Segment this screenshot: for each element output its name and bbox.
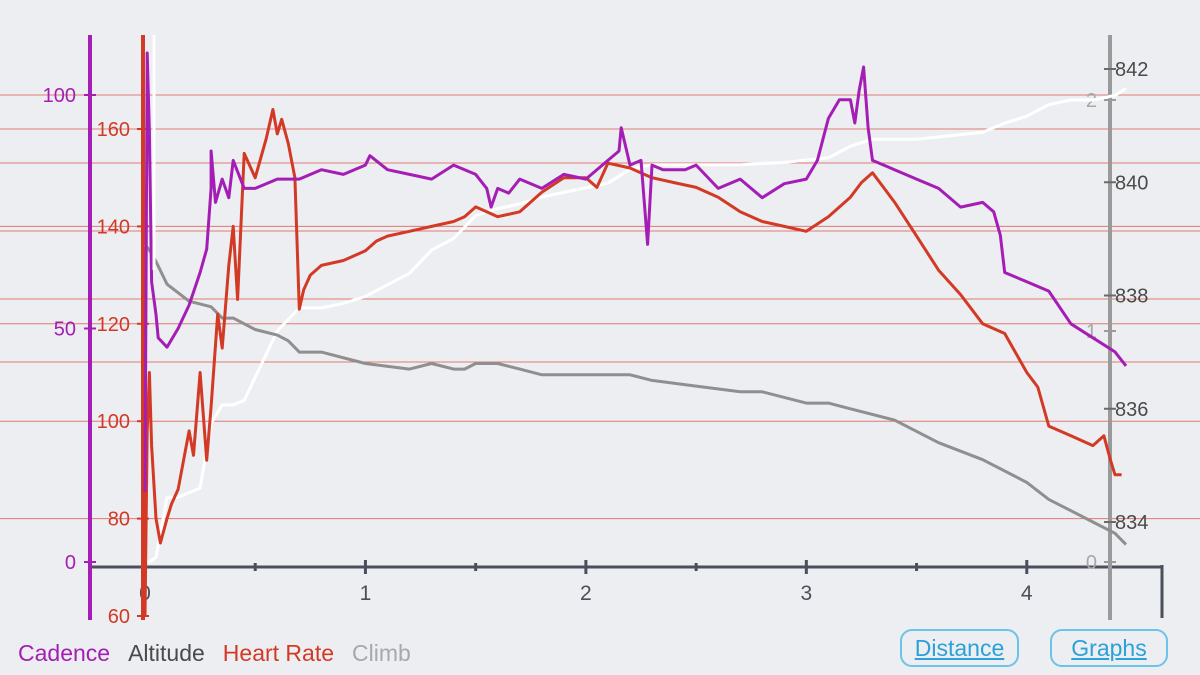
series-line-climb (145, 87, 1127, 564)
heart-rate-tick-label: 60 (108, 606, 130, 628)
heart-rate-tick-label: 100 (97, 411, 130, 433)
x-tick-label: 1 (360, 582, 372, 605)
heart-rate-tick-label: 80 (108, 509, 130, 531)
series-line-cadence (143, 51, 1128, 492)
legend-heart-rate: Heart Rate (222, 640, 335, 666)
x-tick-label: 4 (1021, 582, 1033, 605)
series-line-altitude (143, 243, 1128, 546)
cadence-tick-label: 0 (65, 552, 76, 574)
distance-button[interactable]: Distance (900, 629, 1019, 667)
legend-altitude: Altitude (128, 640, 205, 666)
cadence-tick-label: 50 (54, 319, 76, 341)
heart-rate-tick-label: 140 (97, 216, 130, 238)
x-tick-label: 3 (800, 582, 812, 605)
cadence-tick-label: 100 (43, 85, 76, 107)
graphs-button[interactable]: Graphs (1050, 629, 1168, 667)
climb-tick-label: 0 (1086, 552, 1097, 574)
altitude-tick-label: 840 (1115, 172, 1148, 194)
altitude-tick-label: 842 (1115, 59, 1148, 81)
series-line-heart-rate (143, 108, 1122, 617)
heart-rate-tick-label: 120 (97, 314, 130, 336)
altitude-tick-label: 838 (1115, 286, 1148, 308)
x-tick-label: 2 (580, 582, 592, 605)
legend-cadence: Cadence (18, 640, 111, 666)
legend-climb: Climb (352, 640, 411, 666)
heart-rate-tick-label: 160 (97, 119, 130, 141)
climb-tick-label: 1 (1086, 321, 1097, 343)
legend: Cadence Altitude Heart Rate Climb (18, 640, 411, 667)
altitude-tick-label: 836 (1115, 399, 1148, 421)
altitude-tick-label: 834 (1115, 512, 1148, 534)
